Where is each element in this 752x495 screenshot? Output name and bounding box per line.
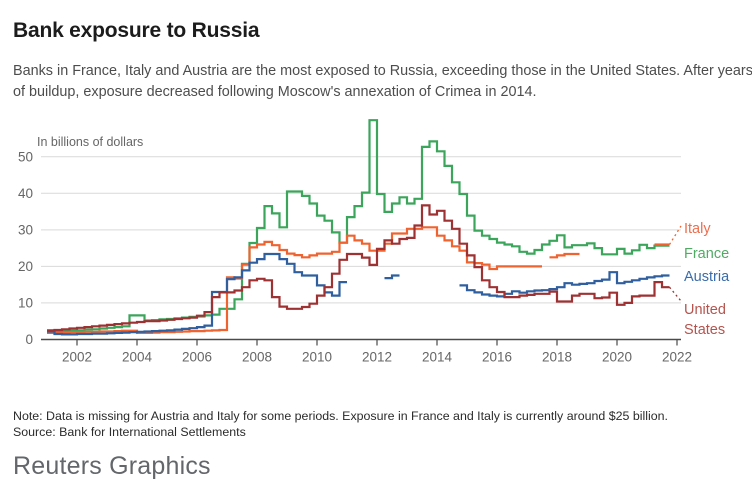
leader-line-italy — [668, 225, 682, 245]
y-tick-label-20: 20 — [18, 259, 33, 274]
series-labels: France Italy Austria United States — [668, 221, 730, 338]
series-lines — [47, 119, 670, 336]
series-france-segment-1 — [47, 119, 670, 333]
y-axis-unit-label: In billions of dollars — [37, 135, 143, 149]
chart-source: Source: Bank for International Settlemen… — [13, 425, 246, 440]
y-tick-label-50: 50 — [18, 149, 33, 164]
x-tick-label-2010: 2010 — [302, 350, 332, 365]
reuters-graphics-wordmark: Reuters Graphics — [13, 452, 211, 480]
chart-subtitle: Banks in France, Italy and Austria are t… — [13, 63, 752, 100]
x-tick-label-2016: 2016 — [482, 350, 512, 365]
x-tick-label-2008: 2008 — [242, 350, 272, 365]
y-tick-label-10: 10 — [18, 295, 33, 310]
series-united-states-segment-1 — [47, 204, 670, 332]
series-label-united-states-2: States — [684, 322, 725, 338]
chart-title: Bank exposure to Russia — [13, 19, 260, 43]
series-austria-segment-2 — [384, 274, 400, 280]
y-tick-label-0: 0 — [25, 332, 33, 347]
x-tick-label-2014: 2014 — [422, 350, 453, 365]
leader-line-united-states — [669, 286, 682, 302]
x-tick-label-2006: 2006 — [182, 350, 212, 365]
x-tick-label-2018: 2018 — [542, 350, 572, 365]
chart-note: Note: Data is missing for Austria and It… — [13, 409, 668, 424]
gridlines — [41, 156, 681, 304]
y-tick-label-40: 40 — [18, 186, 33, 201]
series-label-united-states-1: United — [684, 302, 726, 318]
series-label-france: France — [684, 246, 729, 262]
x-tick-label-2002: 2002 — [62, 350, 92, 365]
x-axis: 2002 2004 2006 2008 2010 2012 2014 2016 2018 2020… — [18, 149, 692, 364]
series-italy-segment-2 — [549, 252, 580, 259]
series-austria-segment-3 — [459, 271, 670, 298]
y-tick-label-30: 30 — [18, 222, 33, 237]
x-tick-label-2022: 2022 — [662, 350, 692, 365]
series-austria-segment-1 — [47, 252, 347, 336]
x-tick-label-2020: 2020 — [602, 350, 632, 365]
x-tick-label-2012: 2012 — [362, 350, 392, 365]
series-label-austria: Austria — [684, 269, 730, 285]
series-label-italy: Italy — [684, 221, 711, 237]
x-tick-label-2004: 2004 — [122, 350, 153, 365]
